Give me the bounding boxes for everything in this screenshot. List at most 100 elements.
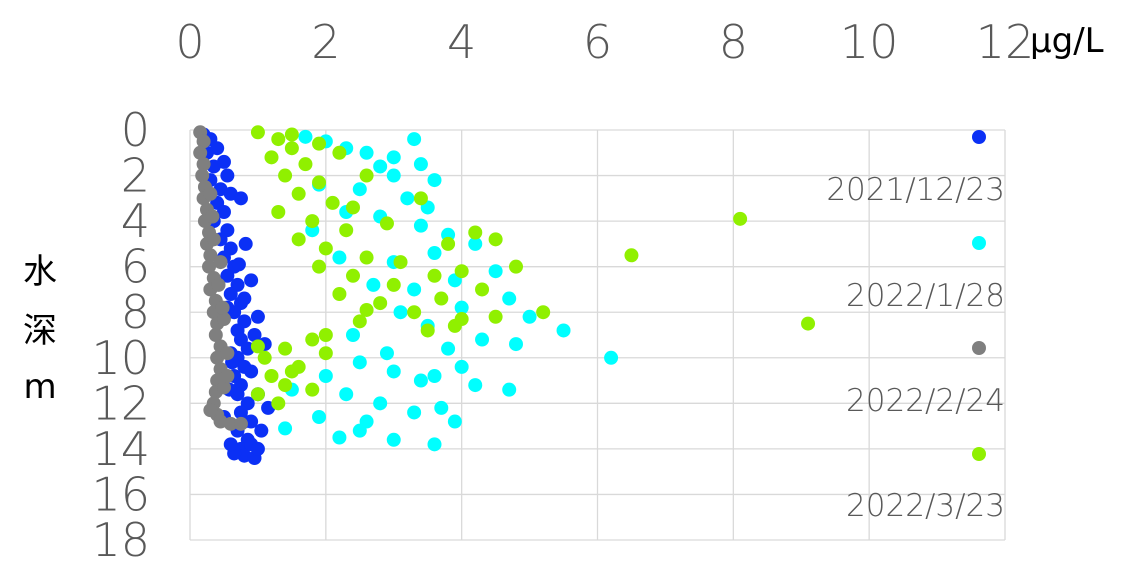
data-point (318, 346, 333, 361)
data-point (210, 141, 225, 156)
data-point (211, 277, 226, 292)
data-point (352, 314, 367, 329)
data-point (393, 305, 408, 320)
data-point (193, 145, 208, 160)
data-point (373, 396, 388, 411)
data-point (305, 214, 320, 229)
data-point (801, 316, 816, 331)
data-point (346, 200, 360, 215)
data-point (305, 332, 320, 347)
data-point (352, 355, 367, 370)
data-point (454, 264, 469, 279)
data-point (196, 157, 211, 172)
x-axis-unit: μg/L (1030, 21, 1104, 61)
data-point (468, 236, 483, 251)
data-point (454, 300, 469, 315)
data-point (352, 182, 367, 197)
x-tick-label: 6 (583, 15, 612, 69)
data-point (291, 186, 306, 201)
data-point (346, 328, 360, 342)
data-point (475, 332, 490, 347)
data-point (220, 346, 235, 361)
data-point (346, 268, 360, 283)
data-point (298, 157, 313, 172)
data-point (359, 414, 374, 429)
y-axis-label-char: m (23, 367, 56, 407)
series-3-points (250, 125, 816, 411)
data-point (284, 141, 299, 156)
y-axis-label: 水深m (23, 252, 57, 407)
data-point (413, 157, 428, 172)
data-point (203, 403, 218, 418)
legend-label: 2021/12/23 (826, 172, 1005, 208)
data-point (379, 216, 394, 231)
data-point (604, 350, 619, 365)
x-tick-label: 0 (175, 15, 204, 69)
data-point (393, 255, 408, 270)
data-point (278, 421, 293, 436)
data-point (312, 136, 327, 151)
data-point (509, 337, 523, 352)
data-point (254, 423, 269, 438)
data-point (468, 225, 483, 240)
y-tick-label: 0 (121, 103, 150, 157)
x-tick-label: 12 (976, 15, 1035, 69)
series-2-points (193, 125, 248, 431)
data-point (373, 159, 388, 174)
x-axis-ticks: 0 2 4 6 8 10 12 (175, 15, 1034, 69)
data-point (488, 264, 503, 279)
data-point (264, 369, 279, 383)
y-tick-label: 10 (91, 331, 150, 385)
data-point (427, 173, 442, 188)
data-point (318, 241, 333, 256)
data-point (284, 127, 299, 142)
legend-label: 2022/3/23 (846, 488, 1005, 524)
data-point (250, 339, 265, 354)
data-point (386, 277, 401, 292)
series-1-points (278, 129, 619, 452)
data-point (284, 364, 299, 379)
data-point (407, 305, 422, 320)
data-point (205, 209, 220, 224)
data-points (193, 125, 816, 465)
y-tick-label: 18 (91, 513, 150, 564)
y-tick-label: 14 (91, 422, 150, 476)
y-tick-label: 2 (121, 149, 150, 203)
data-point (202, 259, 217, 274)
data-point (223, 437, 238, 452)
y-tick-label: 16 (91, 467, 150, 521)
data-point (502, 291, 517, 306)
data-point (271, 132, 286, 147)
data-point (264, 150, 279, 165)
data-point (733, 211, 748, 226)
y-tick-label: 12 (91, 376, 150, 430)
data-point (237, 291, 252, 306)
data-point (447, 414, 462, 429)
data-point (407, 132, 422, 147)
data-point (441, 341, 456, 356)
data-point (624, 248, 639, 263)
data-point (271, 396, 286, 411)
data-point (312, 259, 327, 274)
data-point (203, 186, 218, 201)
data-point (332, 250, 347, 265)
data-point (220, 268, 235, 283)
data-point (502, 382, 517, 397)
legend-marker (972, 130, 986, 144)
data-point (233, 416, 248, 431)
data-point (220, 168, 235, 183)
data-point (386, 364, 401, 379)
data-point (332, 430, 347, 445)
data-point (250, 441, 265, 456)
data-point (278, 378, 293, 393)
data-point (250, 387, 265, 402)
data-point (413, 191, 428, 206)
data-point (196, 134, 211, 149)
data-point (278, 341, 293, 356)
legend-label: 2022/2/24 (846, 383, 1005, 419)
data-point (208, 328, 223, 342)
data-point (434, 400, 449, 415)
y-tick-label: 8 (121, 285, 150, 339)
legend-marker (972, 341, 986, 355)
data-point (359, 250, 374, 265)
